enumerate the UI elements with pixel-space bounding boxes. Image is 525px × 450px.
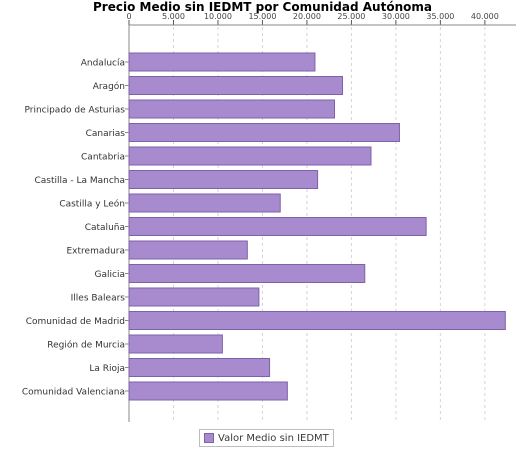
bar	[128, 193, 281, 213]
category-label: Comunidad de Madrid	[26, 317, 125, 327]
bar	[128, 76, 344, 95]
bar	[128, 358, 271, 377]
category-label: Illes Balears	[71, 294, 126, 304]
category-label: Canarias	[86, 129, 126, 139]
category-label: Andalucía	[81, 59, 125, 69]
category-label: Cantabria	[81, 153, 125, 163]
x-tick-label: 25.000	[337, 12, 365, 21]
bar	[128, 217, 427, 236]
category-label: La Rioja	[89, 364, 125, 374]
legend: Valor Medio sin IEDMT	[199, 429, 334, 447]
x-tick-label: 15.000	[248, 12, 276, 21]
bar	[128, 170, 319, 189]
x-tick-label: 35.000	[426, 12, 454, 21]
bar	[128, 381, 288, 401]
chart-title: Precio Medio sin IEDMT por Comunidad Aut…	[93, 0, 432, 14]
category-label: Castilla y León	[59, 199, 125, 210]
category-label: Aragón	[93, 81, 125, 92]
category-label: Galicia	[95, 270, 125, 280]
bar	[128, 264, 366, 283]
category-label: Principado de Asturias	[24, 106, 125, 116]
x-tick-label: 5.000	[162, 12, 185, 21]
x-tick-label: 30.000	[382, 12, 410, 21]
x-tick-label: 10.000	[204, 12, 232, 21]
bar	[128, 311, 506, 330]
x-tick-label: 20.000	[293, 12, 321, 21]
category-label: Castilla - La Mancha	[34, 176, 125, 186]
x-tick-label: 0	[126, 12, 131, 21]
category-label: Comunidad Valenciana	[22, 388, 125, 398]
category-label: Región de Murcia	[47, 340, 125, 351]
legend-swatch	[204, 433, 214, 443]
bar	[128, 52, 316, 72]
legend-label: Valor Medio sin IEDMT	[218, 432, 329, 444]
bar	[128, 240, 248, 260]
category-label: Cataluña	[85, 223, 125, 233]
x-tick-label: 40.000	[471, 12, 499, 21]
bar	[128, 334, 223, 354]
bar	[128, 146, 372, 166]
category-label: Extremadura	[67, 247, 126, 257]
bar	[128, 123, 400, 142]
bar	[128, 287, 260, 307]
bar	[128, 99, 336, 119]
